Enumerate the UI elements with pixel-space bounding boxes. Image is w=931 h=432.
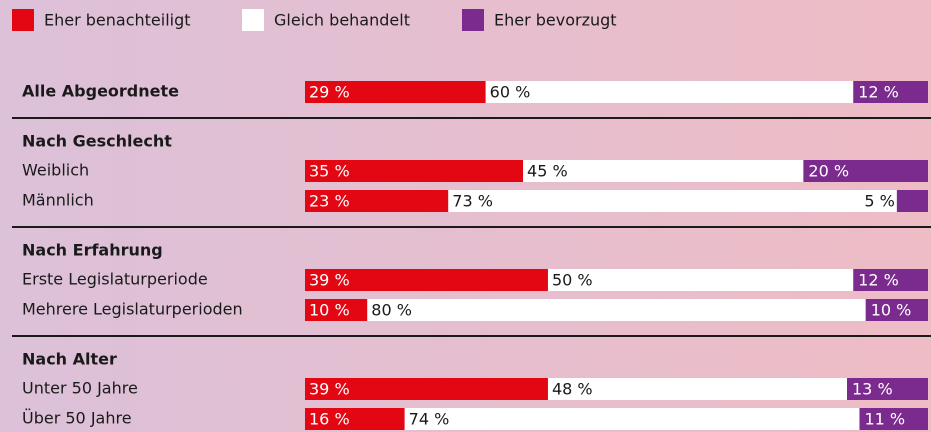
row-label: Mehrere Legislaturperioden xyxy=(22,300,243,319)
bar-segment xyxy=(865,299,928,321)
bar-segment xyxy=(523,160,804,182)
value-label: 35 % xyxy=(309,162,350,181)
legend-label: Eher benachteiligt xyxy=(44,11,191,30)
bar-segment xyxy=(859,408,928,430)
value-label: 13 % xyxy=(852,380,893,399)
legend-label: Eher bevorzugt xyxy=(494,11,617,30)
legend-label: Gleich behandelt xyxy=(274,11,410,30)
bar-segment xyxy=(305,81,486,103)
legend-swatch xyxy=(242,9,264,31)
value-label: 60 % xyxy=(490,83,531,102)
value-label: 39 % xyxy=(309,271,350,290)
value-label: 80 % xyxy=(371,301,412,320)
bar-segment xyxy=(547,269,860,291)
value-label: 10 % xyxy=(871,301,912,320)
section-title: Nach Geschlecht xyxy=(22,132,172,151)
value-label: 29 % xyxy=(309,83,350,102)
row-label: Unter 50 Jahre xyxy=(22,379,138,398)
bar-segment xyxy=(305,299,368,321)
value-label: 39 % xyxy=(309,380,350,399)
bar-segment xyxy=(305,378,548,400)
bar-segment xyxy=(853,81,928,103)
value-label: 5 % xyxy=(864,192,894,211)
bar-segment xyxy=(853,269,928,291)
value-label: 20 % xyxy=(808,162,849,181)
bar-segment xyxy=(485,81,860,103)
section-title: Nach Erfahrung xyxy=(22,241,163,260)
section-title: Nach Alter xyxy=(22,350,117,369)
value-label: 74 % xyxy=(409,410,450,429)
value-label: 50 % xyxy=(552,271,593,290)
value-label: 16 % xyxy=(309,410,350,429)
row-label: Erste Legislaturperiode xyxy=(22,270,208,289)
row-label: Über 50 Jahre xyxy=(22,409,132,428)
value-label: 73 % xyxy=(452,192,493,211)
value-label: 12 % xyxy=(858,83,899,102)
bar-segment xyxy=(448,190,904,212)
value-label: 48 % xyxy=(552,380,593,399)
value-label: 12 % xyxy=(858,271,899,290)
value-label: 11 % xyxy=(864,410,905,429)
bar-segment xyxy=(305,190,449,212)
row-label: Männlich xyxy=(22,191,94,210)
value-label: 23 % xyxy=(309,192,350,211)
bar-segment xyxy=(305,408,405,430)
bar-segment xyxy=(896,190,928,212)
section-title: Alle Abgeordnete xyxy=(22,82,179,101)
bar-segment xyxy=(547,378,848,400)
value-label: 45 % xyxy=(527,162,568,181)
bar-segment xyxy=(305,269,548,291)
bar-segment xyxy=(367,299,866,321)
bar-segment xyxy=(404,408,866,430)
bar-segment xyxy=(847,378,928,400)
legend-swatch xyxy=(12,9,34,31)
bar-segment xyxy=(803,160,928,182)
value-label: 10 % xyxy=(309,301,350,320)
bar-segment xyxy=(305,160,524,182)
row-label: Weiblich xyxy=(22,161,89,180)
legend-swatch xyxy=(462,9,484,31)
